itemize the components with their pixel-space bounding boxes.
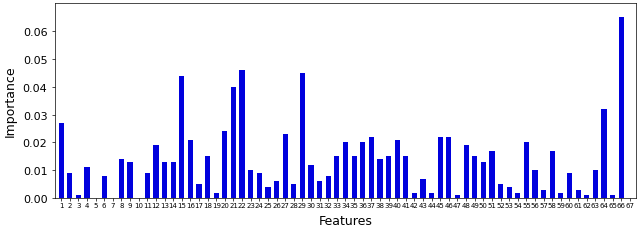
- Bar: [188, 140, 193, 198]
- Bar: [308, 165, 314, 198]
- Bar: [231, 87, 236, 198]
- Bar: [403, 157, 408, 198]
- Bar: [498, 184, 503, 198]
- Bar: [420, 179, 426, 198]
- Bar: [119, 159, 124, 198]
- Bar: [84, 168, 90, 198]
- Bar: [550, 151, 555, 198]
- Bar: [490, 151, 495, 198]
- Bar: [524, 143, 529, 198]
- Bar: [274, 182, 279, 198]
- Bar: [67, 173, 72, 198]
- Y-axis label: Importance: Importance: [4, 66, 17, 137]
- Bar: [593, 170, 598, 198]
- Bar: [386, 157, 391, 198]
- Bar: [446, 137, 451, 198]
- Bar: [58, 123, 64, 198]
- Bar: [584, 195, 589, 198]
- Bar: [205, 157, 210, 198]
- Bar: [154, 146, 159, 198]
- Bar: [351, 157, 356, 198]
- Bar: [378, 159, 383, 198]
- Bar: [300, 73, 305, 198]
- Bar: [558, 193, 563, 198]
- Bar: [481, 162, 486, 198]
- Bar: [266, 187, 271, 198]
- Bar: [291, 184, 296, 198]
- Bar: [515, 193, 520, 198]
- Bar: [412, 193, 417, 198]
- Bar: [196, 184, 202, 198]
- Bar: [610, 195, 615, 198]
- X-axis label: Features: Features: [319, 214, 372, 227]
- Bar: [507, 187, 512, 198]
- Bar: [127, 162, 132, 198]
- Bar: [369, 137, 374, 198]
- Bar: [257, 173, 262, 198]
- Bar: [463, 146, 468, 198]
- Bar: [283, 134, 288, 198]
- Bar: [575, 190, 580, 198]
- Bar: [567, 173, 572, 198]
- Bar: [438, 137, 443, 198]
- Bar: [179, 76, 184, 198]
- Bar: [239, 71, 244, 198]
- Bar: [76, 195, 81, 198]
- Bar: [472, 157, 477, 198]
- Bar: [395, 140, 400, 198]
- Bar: [343, 143, 348, 198]
- Bar: [334, 157, 339, 198]
- Bar: [317, 182, 322, 198]
- Bar: [602, 109, 607, 198]
- Bar: [248, 170, 253, 198]
- Bar: [429, 193, 434, 198]
- Bar: [222, 132, 227, 198]
- Bar: [326, 176, 331, 198]
- Bar: [171, 162, 176, 198]
- Bar: [619, 18, 624, 198]
- Bar: [532, 170, 538, 198]
- Bar: [162, 162, 167, 198]
- Bar: [145, 173, 150, 198]
- Bar: [102, 176, 107, 198]
- Bar: [214, 193, 219, 198]
- Bar: [541, 190, 546, 198]
- Bar: [455, 195, 460, 198]
- Bar: [360, 143, 365, 198]
